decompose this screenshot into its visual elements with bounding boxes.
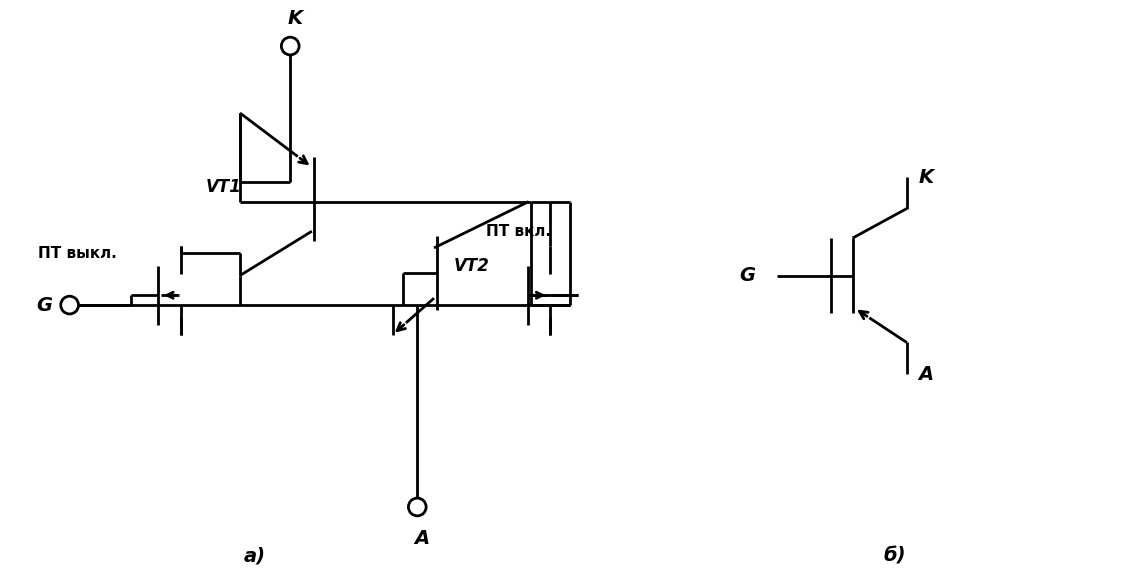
Text: VT1: VT1: [206, 178, 241, 196]
Text: A: A: [415, 529, 430, 548]
Text: K: K: [918, 167, 934, 187]
Text: K: K: [287, 9, 303, 28]
Text: VT2: VT2: [454, 257, 490, 275]
Text: ПТ выкл.: ПТ выкл.: [38, 246, 116, 261]
Text: G: G: [36, 295, 52, 315]
Text: а): а): [244, 547, 266, 566]
Text: б): б): [883, 547, 906, 566]
Text: A: A: [918, 364, 934, 384]
Text: ПТ вкл.: ПТ вкл.: [486, 223, 551, 239]
Text: G: G: [739, 266, 756, 285]
